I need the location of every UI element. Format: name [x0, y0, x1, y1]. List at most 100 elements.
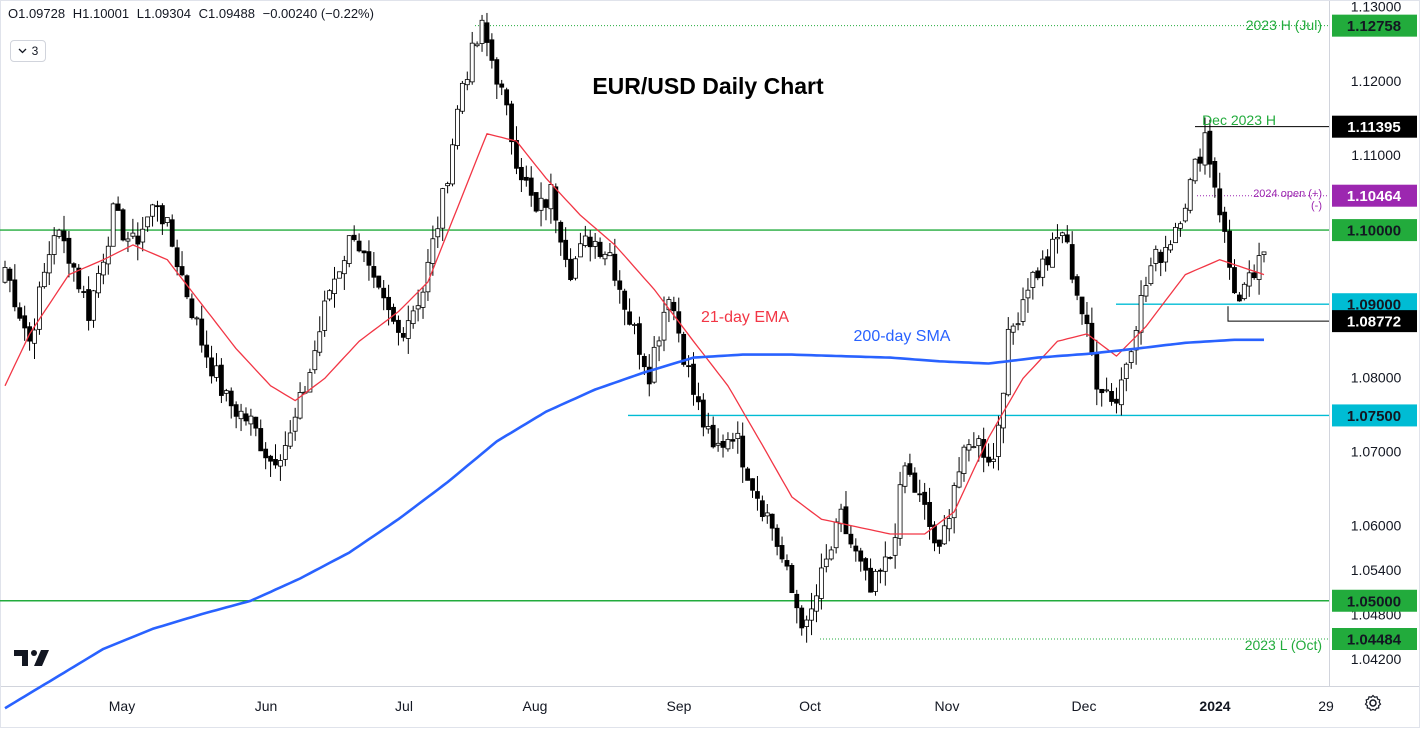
candle[interactable] [823, 544, 829, 573]
candle[interactable] [543, 198, 549, 221]
candle[interactable] [1153, 245, 1159, 272]
candle[interactable] [912, 467, 918, 493]
candle[interactable] [1187, 177, 1193, 214]
candle[interactable] [818, 553, 824, 610]
candle[interactable] [218, 358, 224, 404]
candle[interactable] [509, 100, 514, 155]
candle[interactable] [1109, 383, 1114, 406]
candle[interactable] [828, 546, 834, 561]
candle[interactable] [637, 316, 642, 370]
candle[interactable] [558, 220, 564, 256]
candle[interactable] [971, 432, 977, 449]
gear-icon[interactable] [1364, 694, 1382, 717]
candle[interactable] [312, 340, 318, 374]
candle[interactable] [710, 416, 716, 449]
candle[interactable] [1123, 362, 1129, 392]
candle[interactable] [759, 495, 765, 522]
candle[interactable] [204, 330, 210, 369]
candle[interactable] [341, 255, 347, 290]
candle[interactable] [1035, 267, 1041, 281]
candle[interactable] [282, 431, 288, 467]
candle[interactable] [1168, 240, 1173, 253]
candle[interactable] [307, 368, 313, 393]
candle[interactable] [1079, 296, 1085, 325]
candle[interactable] [76, 264, 82, 293]
candle[interactable] [523, 165, 529, 187]
candle[interactable] [784, 554, 790, 571]
candle[interactable] [607, 243, 613, 257]
candle[interactable] [150, 203, 155, 227]
candle[interactable] [907, 453, 913, 477]
candle[interactable] [764, 504, 770, 524]
candle[interactable] [1020, 287, 1026, 326]
candle[interactable] [253, 416, 259, 437]
candle[interactable] [1237, 292, 1242, 302]
candle[interactable] [258, 419, 264, 452]
candle[interactable] [892, 523, 898, 569]
candle[interactable] [1227, 219, 1232, 280]
candle[interactable] [332, 266, 337, 308]
candle[interactable] [809, 592, 814, 636]
candle[interactable] [1148, 257, 1154, 286]
candle[interactable] [189, 293, 195, 320]
candle[interactable] [351, 225, 357, 242]
candle[interactable] [410, 305, 416, 329]
candle[interactable] [941, 515, 947, 546]
candle[interactable] [2, 260, 8, 284]
candle[interactable] [833, 518, 839, 554]
candle[interactable] [602, 251, 608, 266]
candle[interactable] [922, 482, 928, 520]
candle[interactable] [917, 479, 923, 502]
candle[interactable] [17, 302, 23, 321]
candle[interactable] [533, 192, 539, 213]
candle[interactable] [96, 265, 101, 298]
candle[interactable] [730, 432, 736, 449]
candle[interactable] [415, 289, 421, 322]
candle[interactable] [956, 457, 962, 489]
candle[interactable] [1133, 326, 1139, 365]
candle[interactable] [366, 240, 372, 281]
candle[interactable] [1025, 278, 1031, 313]
candle[interactable] [474, 41, 480, 48]
candle[interactable] [779, 536, 785, 563]
candle[interactable] [1202, 117, 1208, 175]
candle[interactable] [7, 266, 13, 293]
candle[interactable] [966, 439, 972, 462]
candle[interactable] [691, 352, 696, 406]
candle[interactable] [499, 79, 505, 96]
candle[interactable] [484, 12, 490, 57]
indicators-toggle-button[interactable]: 3 [10, 40, 46, 62]
candle[interactable] [592, 232, 598, 259]
candle[interactable] [1251, 264, 1257, 280]
candle[interactable] [110, 202, 116, 247]
candle[interactable] [646, 354, 652, 397]
candle[interactable] [1128, 349, 1134, 369]
candle[interactable] [376, 275, 382, 290]
candle[interactable] [725, 432, 731, 452]
candle[interactable] [769, 513, 775, 541]
candle[interactable] [1241, 282, 1247, 301]
candle[interactable] [66, 230, 72, 278]
candle[interactable] [263, 442, 269, 470]
candle[interactable] [159, 203, 165, 235]
candle[interactable] [32, 318, 37, 359]
candle[interactable] [563, 227, 569, 268]
candle[interactable] [887, 556, 893, 560]
candle[interactable] [1055, 224, 1060, 254]
candle[interactable] [233, 401, 239, 429]
candle[interactable] [976, 435, 982, 462]
candle[interactable] [774, 524, 780, 556]
candle[interactable] [1192, 158, 1198, 184]
candle[interactable] [273, 444, 278, 469]
candle[interactable] [199, 305, 205, 353]
candle[interactable] [1000, 392, 1006, 444]
candle[interactable] [553, 183, 559, 234]
candle[interactable] [573, 256, 578, 281]
candle[interactable] [617, 270, 623, 304]
candle[interactable] [632, 322, 637, 335]
candle[interactable] [1163, 235, 1169, 272]
candle[interactable] [651, 336, 657, 384]
candle[interactable] [37, 281, 42, 335]
candle[interactable] [1069, 231, 1075, 284]
